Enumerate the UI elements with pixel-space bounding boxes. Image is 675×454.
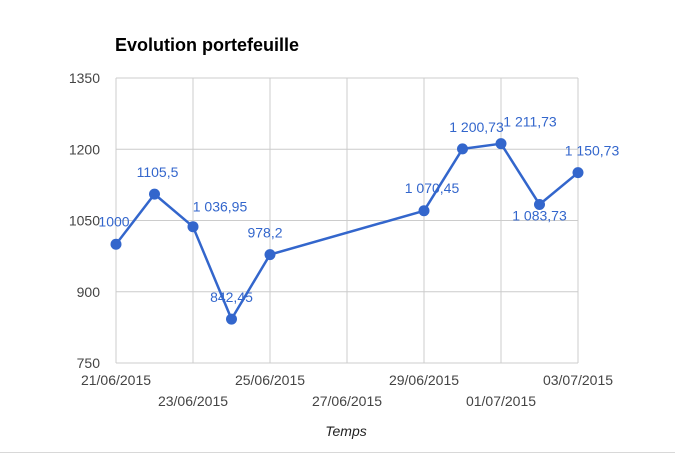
data-label: 842,45 [210, 289, 253, 305]
data-label: 1 036,95 [193, 199, 248, 215]
data-point [572, 167, 584, 179]
data-point [418, 205, 430, 217]
x-axis-label: Temps [325, 423, 367, 439]
data-point [110, 238, 122, 250]
data-point [534, 198, 545, 210]
data-label: 1 200,73 [449, 119, 504, 135]
x-tick-label: 03/07/2015 [543, 372, 613, 388]
x-tick-label: 27/06/2015 [312, 393, 382, 409]
data-label: 978,2 [247, 225, 282, 241]
data-label: 1 083,73 [512, 207, 567, 223]
x-tick-label: 23/06/2015 [158, 393, 228, 409]
data-label: 1000 [98, 213, 129, 229]
grid [115, 77, 579, 364]
data-point [149, 188, 160, 200]
x-tick-label: 21/06/2015 [81, 372, 151, 388]
y-tick-label: 1050 [69, 213, 100, 229]
data-point [457, 143, 468, 155]
divider [0, 452, 675, 453]
y-tick-label: 1350 [69, 70, 100, 86]
data-point [226, 313, 237, 325]
series-line [115, 142, 579, 321]
data-labels: 1000 1105,5 1 036,95 842,45 978,2 1 070,45 1 2… [98, 114, 619, 305]
data-point [187, 221, 199, 233]
axes: 750 900 1050 1200 1350 21/06/2015 23/06/2015 25… [69, 70, 613, 409]
y-tick-label: 1200 [69, 141, 100, 157]
data-point [495, 138, 507, 150]
data-label: 1 211,73 [503, 114, 557, 130]
data-label: 1 150,73 [565, 143, 620, 159]
y-tick-label: 900 [77, 284, 101, 300]
y-tick-label: 750 [77, 355, 101, 371]
data-point [264, 249, 276, 261]
data-label: 1105,5 [137, 164, 179, 180]
x-tick-label: 29/06/2015 [389, 372, 459, 388]
data-label: 1 070,45 [405, 180, 460, 196]
x-tick-label: 25/06/2015 [235, 372, 305, 388]
chart-title: Evolution portefeuille [115, 35, 299, 55]
x-tick-label: 01/07/2015 [466, 393, 536, 409]
series [110, 138, 584, 325]
